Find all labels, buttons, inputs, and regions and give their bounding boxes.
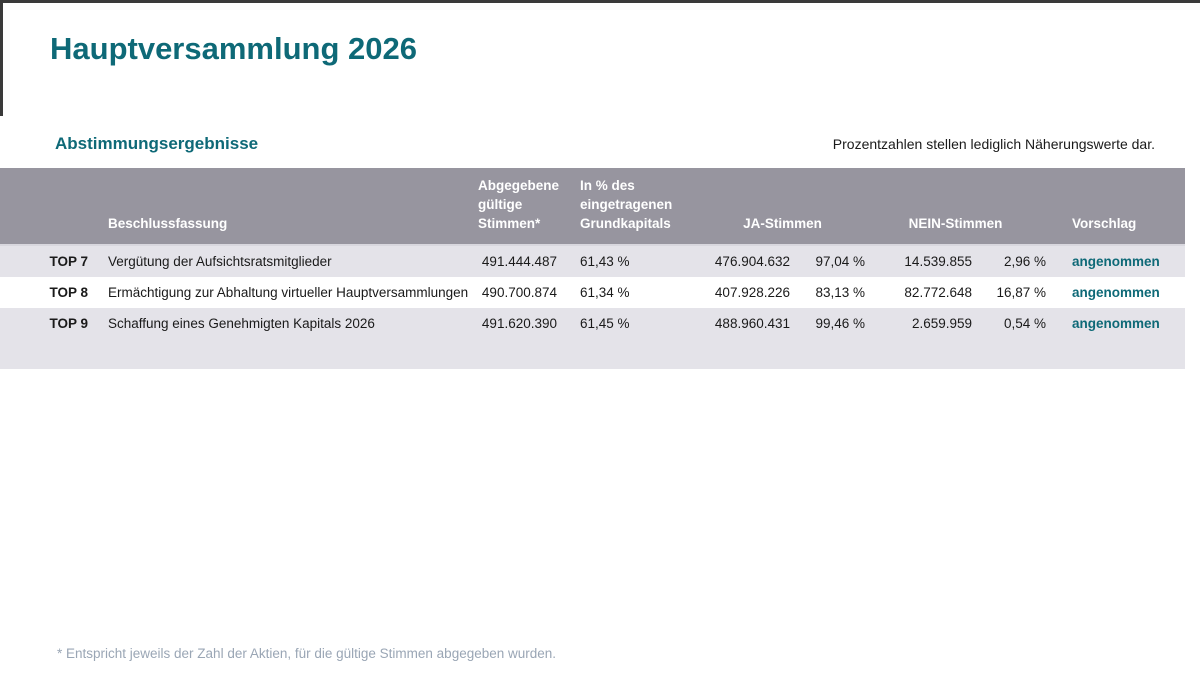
valid-votes-footnote: * Entspricht jeweils der Zahl der Aktien… [57,646,557,661]
resolution-title: Schaffung eines Genehmigten Kapitals 202… [108,316,375,331]
yes-votes-percentage: 83,13 % [815,285,865,300]
proposal-status: angenommen [1072,285,1160,300]
column-header-vorschlag: Vorschlag [1072,216,1137,231]
table-header-row: Beschlussfassung Abgegebene gültige Stim… [0,168,1185,246]
no-votes-count: 2.659.959 [911,316,972,331]
voting-results-table: Beschlussfassung Abgegebene gültige Stim… [0,168,1185,369]
yes-votes-count: 407.928.226 [714,285,790,300]
yes-votes-percentage: 99,46 % [815,316,865,331]
percentages-disclaimer: Prozentzahlen stellen lediglich Näherung… [832,136,1155,152]
column-header-abgegebene-stimmen: Abgegebene gültige Stimmen* [478,178,560,231]
column-header-beschlussfassung: Beschlussfassung [108,216,228,231]
column-header-ja-stimmen: JA-Stimmen [743,216,822,231]
agenda-item-number: TOP 8 [49,285,88,300]
no-votes-percentage: 2,96 % [1003,254,1046,269]
table-row: TOP 9 Schaffung eines Genehmigten Kapita… [0,308,1185,339]
share-capital-percentage: 61,34 % [580,285,630,300]
page-title: Hauptversammlung 2026 [50,31,417,66]
frame-left-border [0,0,3,116]
valid-votes-count: 490.700.874 [481,285,557,300]
table-bottom-filler [0,339,1185,369]
table-row: TOP 7 Vergütung der Aufsichtsratsmitglie… [0,246,1185,277]
section-title: Abstimmungsergebnisse [55,134,259,153]
resolution-title: Vergütung der Aufsichtsratsmitglieder [108,254,332,269]
column-header-grundkapital-prozent: In % des eingetragenen Grundkapitals [580,178,673,231]
proposal-status: angenommen [1072,316,1160,331]
share-capital-percentage: 61,45 % [580,316,630,331]
valid-votes-count: 491.444.487 [481,254,557,269]
agenda-item-number: TOP 9 [49,316,88,331]
no-votes-percentage: 0,54 % [1003,316,1046,331]
section-header-row: Abstimmungsergebnisse Prozentzahlen stel… [0,134,1200,154]
valid-votes-count: 491.620.390 [481,316,557,331]
table-body: TOP 7 Vergütung der Aufsichtsratsmitglie… [0,246,1185,339]
yes-votes-percentage: 97,04 % [815,254,865,269]
no-votes-count: 82.772.648 [904,285,972,300]
frame-top-border [0,0,1200,3]
share-capital-percentage: 61,43 % [580,254,630,269]
proposal-status: angenommen [1072,254,1160,269]
yes-votes-count: 476.904.632 [714,254,790,269]
no-votes-count: 14.539.855 [904,254,972,269]
yes-votes-count: 488.960.431 [714,316,790,331]
column-header-nein-stimmen: NEIN-Stimmen [908,216,1003,231]
table-row: TOP 8 Ermächtigung zur Abhaltung virtuel… [0,277,1185,308]
no-votes-percentage: 16,87 % [996,285,1046,300]
resolution-title: Ermächtigung zur Abhaltung virtueller Ha… [108,285,469,300]
agenda-item-number: TOP 7 [49,254,88,269]
